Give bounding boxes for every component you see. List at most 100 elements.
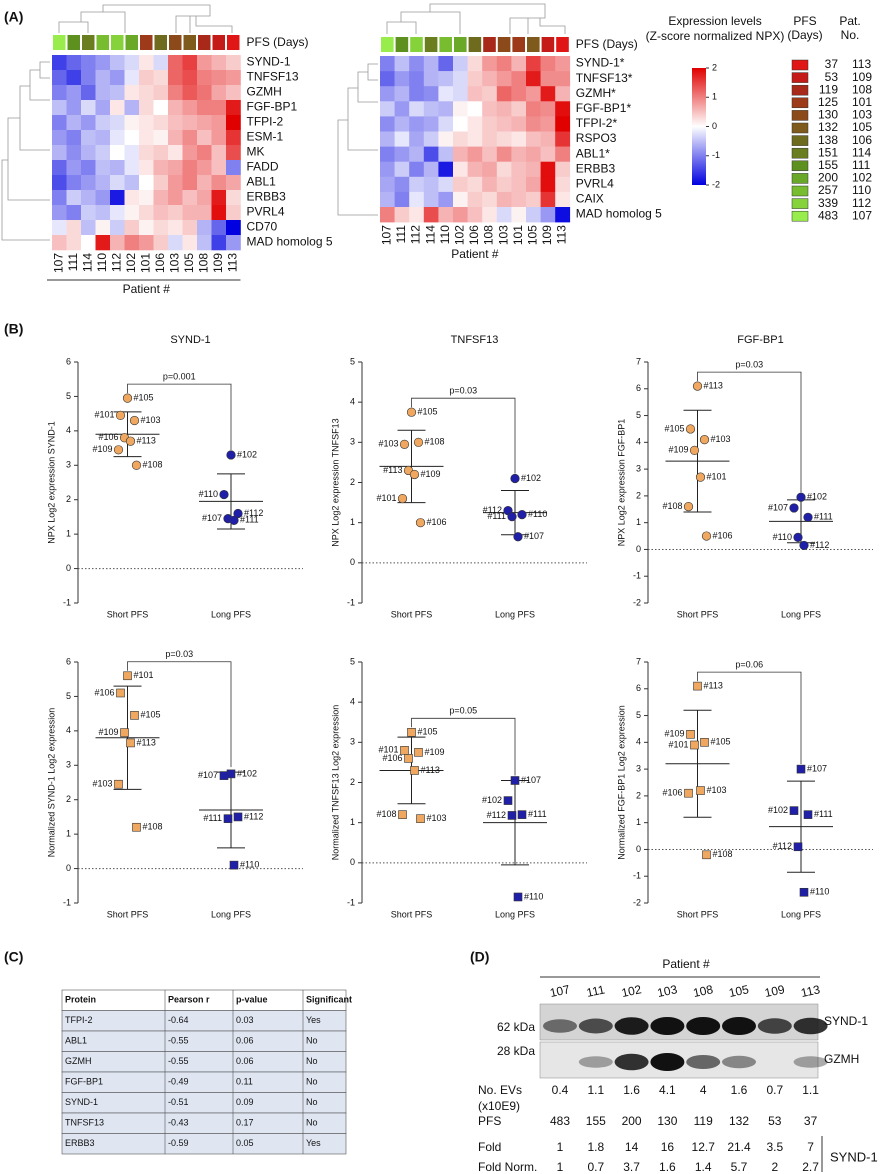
legend-days: 37 — [825, 57, 839, 71]
point-label: #101 — [134, 670, 154, 680]
blot-band — [722, 1055, 756, 1069]
row-label: SYND-1* — [576, 56, 625, 70]
panel-label: (D) — [470, 949, 489, 965]
data-point — [409, 469, 420, 480]
y-tick-label: -1 — [347, 897, 355, 907]
heatmap-cell — [124, 220, 140, 236]
point-label: #108 — [662, 501, 682, 511]
p-value: p=0.03 — [449, 386, 477, 396]
data-point — [113, 445, 124, 455]
heatmap-cell — [182, 130, 198, 146]
blot-band — [543, 1019, 577, 1033]
point-label: #106 — [382, 753, 402, 763]
data-point — [120, 728, 129, 737]
y-tick-label: 2 — [636, 790, 641, 800]
blot-band — [614, 1017, 649, 1035]
y-tick-label: -2 — [633, 597, 641, 607]
heatmap-cell — [409, 207, 425, 223]
blot-band — [686, 1017, 721, 1035]
heatmap-cell — [124, 55, 140, 71]
heatmap-cell — [423, 71, 439, 87]
heatmap-cell — [211, 175, 227, 191]
y-tick-label: 0 — [350, 857, 355, 867]
row-dendrogram — [337, 63, 378, 216]
blot-title: Patient # — [662, 957, 710, 971]
legend-patient: 114 — [852, 145, 871, 159]
heatmap-cell — [81, 115, 96, 131]
heatmap-cell — [394, 131, 410, 147]
y-tick-label: 0 — [636, 844, 641, 854]
heatmap-cell — [438, 56, 454, 72]
pfs-strip-cell — [67, 35, 80, 50]
y-tick-label: 3 — [636, 463, 641, 473]
pfs-strip-cell — [410, 37, 423, 52]
heatmap-cell — [211, 145, 227, 161]
heatmap-cell — [110, 70, 125, 86]
y-tick-label: -1 — [633, 571, 641, 581]
heatmap-cell — [467, 161, 483, 178]
x-tick-label: Short PFS — [677, 609, 719, 619]
blot-value: 0.7 — [766, 1083, 783, 1097]
table-cell: -0.55 — [168, 1056, 189, 1066]
row-label: ERBB3 — [576, 161, 616, 175]
y-tick-label: 3 — [350, 737, 355, 747]
heatmap-cell — [409, 86, 425, 102]
significance-bracket — [411, 397, 516, 474]
heatmap-cell — [226, 115, 241, 131]
pfs-strip-cell — [111, 35, 124, 50]
heatmap-cell — [182, 85, 198, 101]
table-cell: Yes — [306, 1138, 321, 1148]
heatmap-cell — [95, 235, 111, 251]
blot-value: 1.1 — [802, 1083, 819, 1097]
heatmap-cell — [394, 71, 410, 87]
heatmap-cell — [168, 175, 183, 191]
point-label: #107 — [768, 502, 788, 512]
heatmap-cell — [423, 116, 439, 132]
heatmap-cell — [66, 70, 82, 86]
column-dendrogram — [58, 4, 233, 33]
error-bar — [787, 780, 815, 873]
data-point — [219, 771, 229, 780]
significance-bracket — [127, 383, 232, 450]
data-point — [510, 473, 520, 484]
y-tick-label: 5 — [66, 691, 71, 701]
column-label: 107 — [379, 225, 393, 245]
y-axis-label: NPX Log2 expression TNFSF13 — [330, 418, 340, 546]
legend-patient: 106 — [852, 133, 872, 147]
point-label: #112 — [810, 540, 829, 550]
row-label: GZMH* — [576, 86, 616, 100]
blot-value: 14 — [625, 1140, 639, 1154]
heatmap-cell — [168, 145, 183, 161]
heatmap-cell — [81, 205, 96, 221]
pfs-strip-cell — [439, 37, 452, 52]
pfs-strip-cell — [96, 35, 109, 50]
heatmap-cell — [438, 86, 454, 102]
data-point — [116, 688, 125, 698]
heatmap-cell — [540, 191, 556, 208]
data-point — [416, 814, 425, 823]
heatmap-cell — [95, 220, 111, 236]
table-cell: No — [306, 1077, 318, 1087]
heatmap-cell — [197, 190, 212, 206]
point-label: #109 — [425, 747, 445, 757]
blot-patient: 113 — [800, 982, 822, 1000]
heatmap-cell — [211, 115, 227, 131]
error-bar — [683, 409, 712, 513]
pfs-strip-cell — [125, 35, 138, 50]
blot-value: 1.6 — [623, 1083, 640, 1097]
blot-value: 37 — [804, 1114, 818, 1128]
heatmap-cell — [66, 220, 82, 236]
legend-swatch — [791, 97, 809, 109]
y-axis-label: NPX Log2 expression FGF-BP1 — [616, 419, 626, 547]
table-cell: -0.59 — [168, 1138, 189, 1148]
heatmap-cell — [380, 116, 395, 132]
y-tick-label: -1 — [633, 871, 641, 881]
legend-swatch — [791, 198, 809, 209]
data-point — [696, 786, 705, 795]
heatmap-cell — [139, 115, 154, 131]
point-label: #105 — [134, 393, 154, 403]
heatmap-cell — [496, 191, 512, 208]
y-axis-label: Normalized FGF-BP1 Log2 expression — [616, 705, 626, 860]
heatmap-cell — [153, 205, 169, 221]
heatmap-cell — [182, 220, 198, 236]
